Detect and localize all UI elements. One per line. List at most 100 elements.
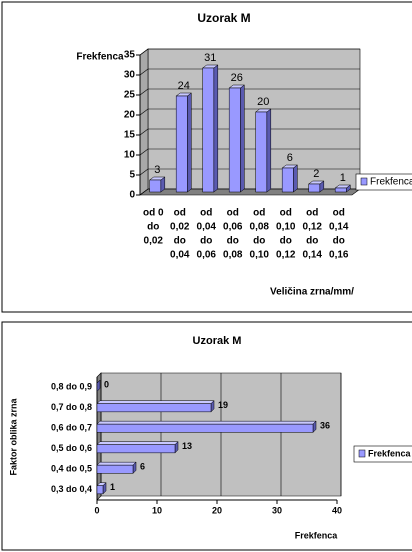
floor	[139, 188, 361, 196]
x-tick-label: 0,14	[329, 222, 349, 233]
x-tick-label: 0,12	[303, 222, 323, 233]
legend-label: Frekfenca	[368, 448, 412, 458]
bar-side	[187, 92, 192, 193]
x-tick-label: od	[280, 208, 292, 219]
bar-side	[293, 164, 298, 193]
x-tick-label: 0,04	[170, 250, 190, 261]
x-tick-label: 0,06	[197, 250, 217, 261]
x-axis-label: Veličina zrna/mm/	[270, 287, 354, 298]
y-tick-label: 0	[129, 190, 135, 201]
bar	[96, 423, 314, 433]
bar	[228, 87, 241, 193]
data-label: 19	[218, 400, 228, 410]
data-label: 6	[140, 462, 145, 472]
legend-label: Frekfenca	[370, 177, 412, 188]
y-tick-label: 25	[124, 90, 136, 101]
x-tick-label: 0,16	[329, 250, 349, 261]
bar-top	[96, 461, 137, 466]
x-tick-label: 40	[332, 505, 342, 515]
bar	[334, 187, 347, 193]
x-tick-label: 0,14	[303, 250, 323, 261]
y-tick-label: 0,7 do 0,8	[51, 402, 92, 412]
data-label: 2	[313, 168, 319, 180]
x-tick-label: od	[174, 208, 186, 219]
data-label: 6	[287, 152, 293, 164]
data-label: 24	[178, 80, 190, 92]
bar-side	[266, 108, 272, 193]
data-label: 36	[320, 421, 330, 431]
x-tick-label: od	[253, 208, 265, 219]
x-tick-label: do	[306, 236, 318, 247]
y-tick-label: 20	[124, 110, 136, 121]
bar	[281, 167, 294, 193]
x-tick-label: od	[333, 208, 345, 219]
x-tick-label: do	[333, 236, 345, 247]
grid-line	[139, 88, 149, 96]
legend-swatch	[358, 449, 366, 458]
data-label: 1	[110, 482, 115, 492]
legend-box	[353, 445, 412, 463]
side-wall	[139, 48, 149, 196]
x-tick-label: 10	[152, 505, 162, 515]
grid-line	[139, 68, 149, 76]
y-tick-label: 0,8 do 0,9	[51, 382, 92, 392]
grid-line	[139, 168, 149, 176]
x-tick-label: do	[200, 236, 212, 247]
x-tick-label: od	[227, 208, 239, 219]
bar	[308, 183, 321, 193]
bar-top	[96, 420, 317, 425]
bar-top	[96, 400, 215, 404]
x-tick-label: 0,02	[144, 236, 164, 247]
y-tick-label: 0,6 do 0,7	[51, 423, 92, 433]
data-label: 0	[104, 380, 109, 390]
bar	[96, 485, 104, 495]
x-tick-label: od	[200, 208, 212, 219]
x-tick-label: 0,12	[276, 250, 296, 261]
y-tick-label: 35	[124, 50, 136, 61]
y-tick-label: 0,3 do 0,4	[51, 484, 92, 494]
x-tick-label: do	[253, 236, 265, 247]
y-tick-label: 0,4 do 0,5	[51, 464, 92, 474]
x-tick-label: od	[306, 208, 318, 219]
x-axis-label: Frekfenca	[295, 530, 339, 540]
x-tick-label: 0,10	[250, 250, 270, 261]
bar-top	[96, 441, 179, 445]
x-tick-label: 20	[212, 505, 222, 515]
bar-side	[96, 379, 101, 392]
chart-title: Uzorak M	[197, 11, 250, 25]
bar	[96, 403, 212, 413]
y-tick-label: 30	[124, 70, 136, 81]
x-tick-label: do	[174, 236, 186, 247]
y-axis-label: Frekfenca	[76, 52, 124, 63]
y-tick-label: 0,5 do 0,6	[51, 443, 92, 453]
data-label: 20	[257, 96, 269, 108]
x-tick-label: do	[227, 236, 239, 247]
bar-side	[240, 84, 245, 193]
data-label: 31	[204, 52, 216, 64]
x-tick-label: 30	[272, 505, 282, 515]
grid-line	[139, 148, 149, 156]
grid-line	[139, 188, 149, 196]
x-tick-label: 0,04	[197, 222, 217, 233]
bar	[202, 67, 215, 193]
grid-line	[139, 48, 149, 56]
x-tick-label: 0,10	[276, 222, 296, 233]
x-tick-label: 0	[94, 505, 99, 515]
x-tick-label: do	[147, 222, 159, 233]
x-tick-label: 0,08	[223, 250, 243, 261]
data-label: 3	[154, 164, 160, 176]
data-label: 26	[231, 72, 243, 84]
grid-line	[139, 108, 149, 116]
x-tick-label: 0,02	[170, 222, 190, 233]
x-tick-label: 0,08	[250, 222, 270, 233]
bar	[149, 179, 162, 193]
y-tick-label: 5	[129, 170, 135, 181]
grid-line	[139, 128, 149, 136]
chart-title: Uzorak M	[193, 335, 242, 347]
x-tick-label: do	[280, 236, 292, 247]
bar	[175, 95, 188, 193]
x-tick-label: od 0	[143, 208, 164, 219]
bar	[96, 444, 176, 454]
x-tick-label: 0,06	[223, 222, 243, 233]
